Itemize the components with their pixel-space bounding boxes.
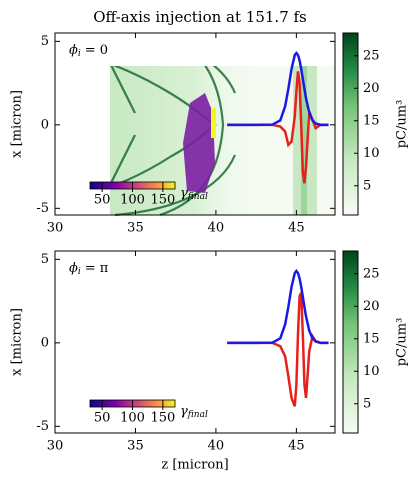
electron-beam: [183, 296, 217, 409]
colorbar: [342, 32, 359, 216]
gamma-tick-label: 50: [94, 411, 111, 426]
gamma-tick-label: 150: [150, 193, 175, 208]
annotation-box: [63, 39, 107, 61]
wake-structure: [110, 66, 136, 114]
y-tick-label: 5: [41, 252, 49, 267]
y-tick-label: -5: [36, 201, 49, 216]
annotation-symbol: ϕ: [69, 43, 78, 58]
gamma-tick-label: 100: [120, 193, 145, 208]
x-tick-label: 35: [127, 221, 144, 236]
colorbar-tick-label: 15: [363, 331, 380, 346]
plot-frame: [54, 250, 336, 434]
y-tick-label: 5: [41, 34, 49, 49]
colorbar-tick-label: 15: [363, 113, 380, 128]
x-tick-label: 45: [288, 221, 305, 236]
colorbar: [342, 250, 359, 434]
colorbar-tick-label: 25: [363, 48, 380, 63]
electron-beam-head: [211, 108, 216, 138]
gamma-tick-label: 100: [120, 411, 145, 426]
annotation: ϕi = π: [69, 261, 109, 277]
annotation-text: = 0: [85, 43, 108, 58]
annotation-box: [63, 257, 107, 279]
x-tick-label: 40: [208, 221, 225, 236]
density-spot: [91, 333, 103, 345]
field-line: [227, 292, 329, 407]
gamma-label: γfinal: [180, 404, 208, 420]
wake-structure: [75, 271, 215, 416]
colorbar-tick-label: 5: [363, 396, 371, 411]
gamma-symbol: γ: [180, 186, 188, 201]
annotation-text: = π: [85, 261, 109, 276]
colorbar-label: pC/um³: [395, 100, 410, 149]
colorbar-label: pC/um³: [395, 318, 410, 367]
gamma-sub: final: [187, 410, 208, 420]
annotation-sub: i: [78, 267, 81, 277]
y-tick-label: 0: [41, 117, 49, 132]
y-axis-label: x [micron]: [10, 90, 25, 158]
gamma-label: γfinal: [180, 186, 208, 202]
electron-beam: [183, 93, 215, 193]
colorbar-tick-label: 5: [363, 178, 371, 193]
colorbar-tick-label: 25: [363, 266, 380, 281]
figure-title: Off-axis injection at 151.7 fs: [93, 8, 307, 26]
wake-structure: [115, 251, 235, 311]
x-tick-label: 30: [47, 221, 64, 236]
x-axis-label: z [micron]: [161, 458, 228, 473]
gamma-sub: final: [187, 192, 208, 202]
laser-band: [301, 66, 307, 215]
x-tick-label: 30: [47, 439, 64, 454]
field-line: [227, 269, 329, 345]
field-line: [227, 51, 329, 127]
wake-structure: [110, 134, 136, 188]
gamma-symbol: γ: [180, 404, 188, 419]
plot-frame: [54, 32, 336, 216]
gamma-tick-label: 50: [94, 193, 111, 208]
x-tick-label: 40: [208, 439, 225, 454]
annotation: ϕi = 0: [69, 43, 108, 59]
colorbar-tick-label: 10: [363, 364, 380, 379]
colorbar-tick-label: 20: [363, 81, 380, 96]
y-tick-label: 0: [41, 335, 49, 350]
wake-structure: [55, 93, 100, 158]
wake-structure: [212, 66, 237, 94]
annotation-symbol: ϕ: [69, 261, 78, 276]
wake-structure: [55, 311, 100, 376]
electron-beam-head: [211, 311, 216, 341]
gamma-tick-label: 150: [150, 411, 175, 426]
annotation-sub: i: [78, 49, 81, 59]
colorbar-tick-label: 10: [363, 146, 380, 161]
x-tick-label: 45: [288, 439, 305, 454]
y-tick-label: -5: [36, 419, 49, 434]
density-spot: [91, 115, 103, 127]
y-axis-label: x [micron]: [10, 308, 25, 376]
colorbar-tick-label: 20: [363, 299, 380, 314]
x-tick-label: 35: [127, 439, 144, 454]
